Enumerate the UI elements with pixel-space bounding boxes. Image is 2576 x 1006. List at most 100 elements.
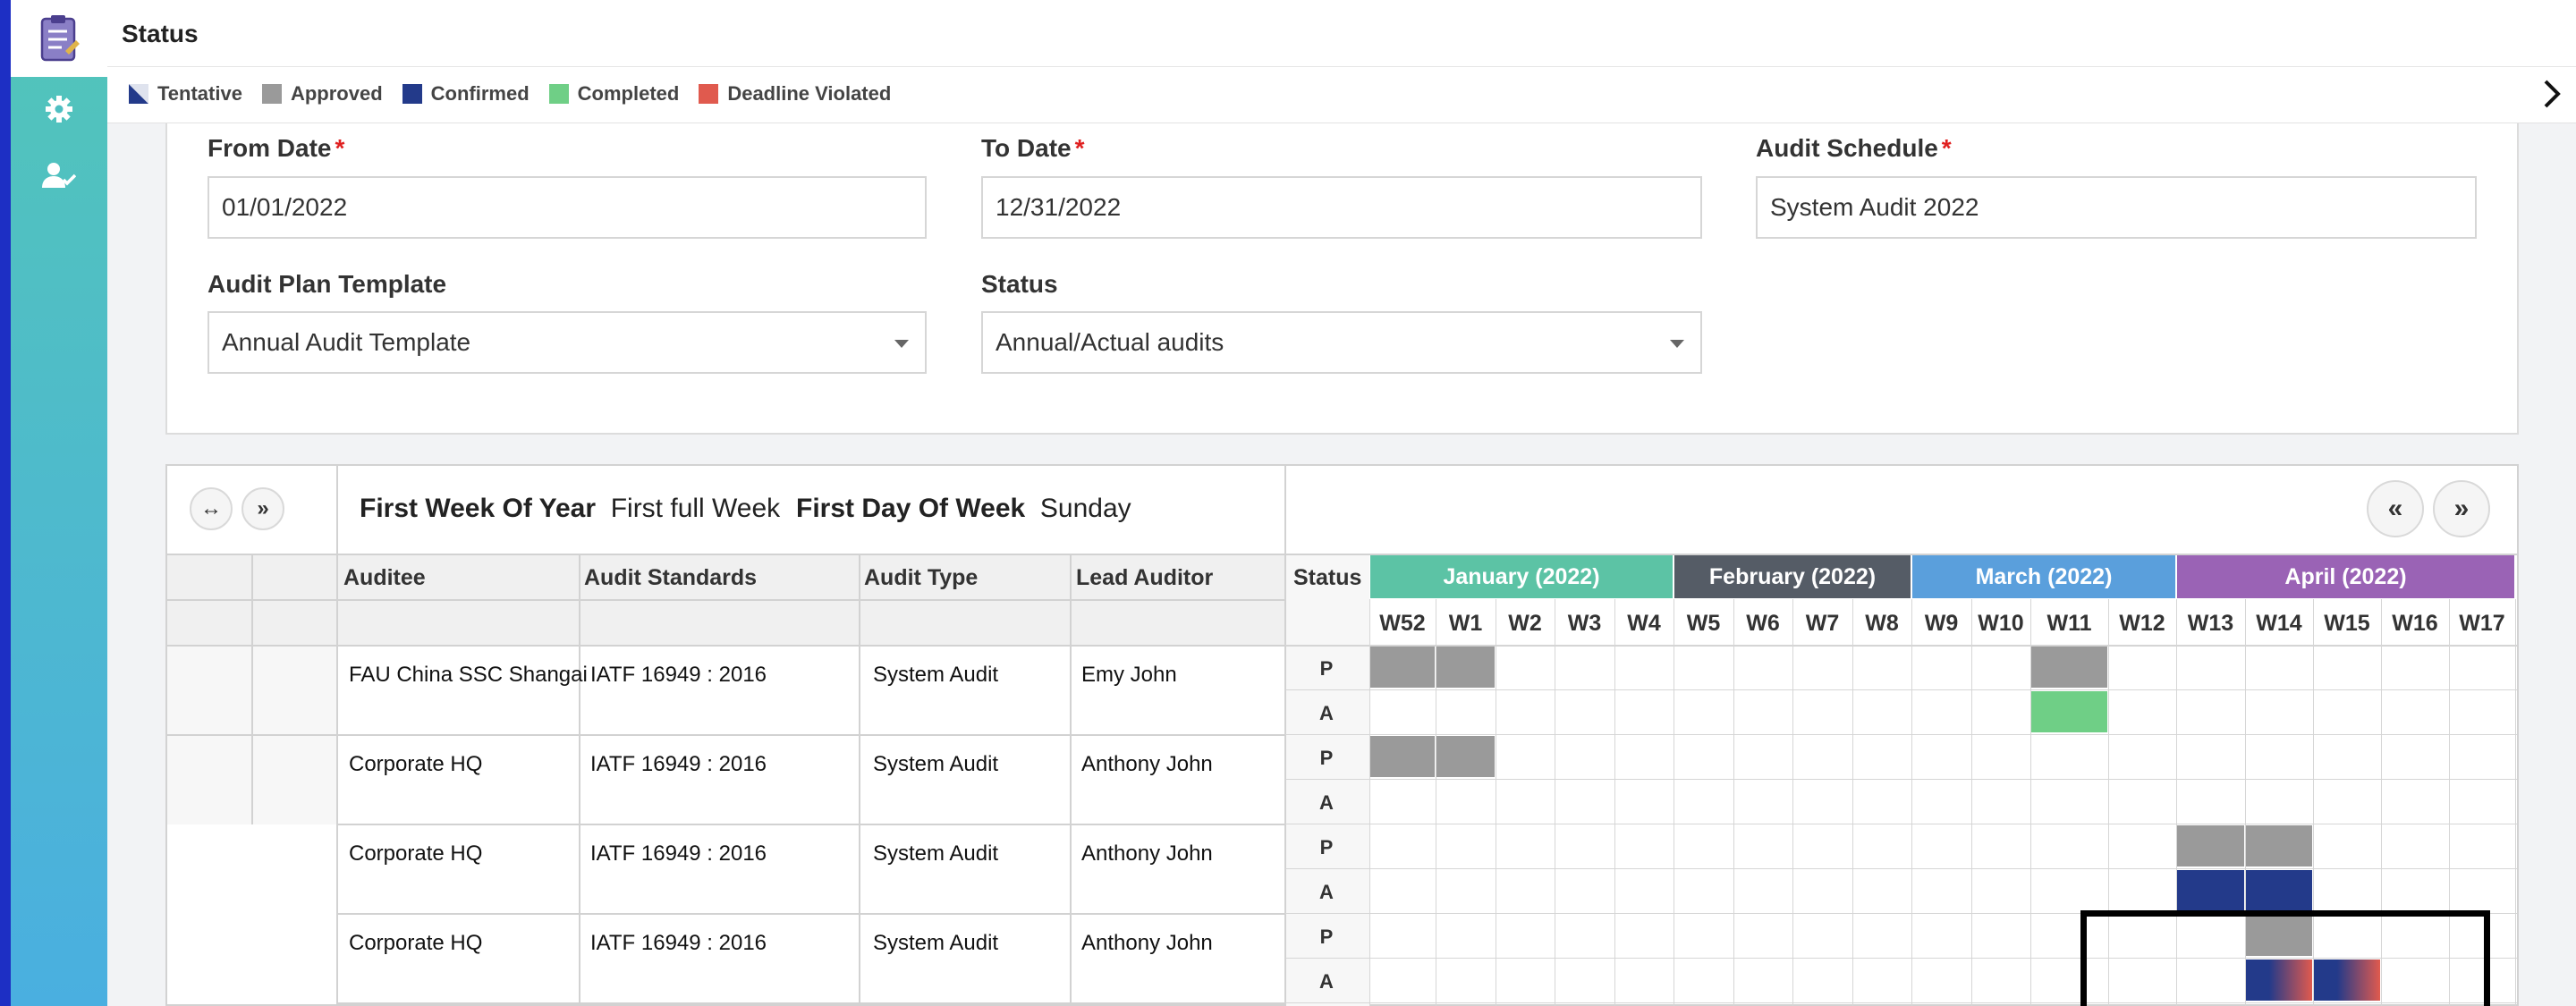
week-header: W10 bbox=[1978, 610, 2024, 636]
grid-line bbox=[337, 1002, 1285, 1004]
plan-row-label: P bbox=[1319, 657, 1334, 680]
column-header-audit-standards[interactable]: Audit Standards bbox=[584, 565, 758, 590]
column-header-status[interactable]: Status bbox=[1293, 565, 1362, 590]
column-header-auditee[interactable]: Auditee bbox=[343, 565, 426, 590]
grid-line bbox=[1284, 466, 1286, 1006]
from-date-input[interactable]: 01/01/2022 bbox=[208, 176, 927, 239]
audit-type-cell: System Audit bbox=[873, 752, 999, 776]
week-header: W11 bbox=[2046, 610, 2092, 636]
lead-auditor-cell: Emy John bbox=[1081, 663, 1177, 687]
to-date-label: To Date * bbox=[981, 134, 1085, 162]
collapse-columns-button[interactable]: » bbox=[242, 487, 284, 530]
user-check-icon[interactable] bbox=[11, 161, 107, 190]
audit-plan-template-select[interactable]: Annual Audit Template bbox=[208, 311, 927, 374]
audit-bar-approved bbox=[1436, 736, 1495, 777]
first-week-info: First Week Of Year First full Week bbox=[360, 494, 780, 524]
month-header[interactable]: March (2022) bbox=[1912, 555, 2175, 598]
audit-standard-cell: IATF 16949 : 2016 bbox=[590, 841, 767, 866]
audit-standard-cell: IATF 16949 : 2016 bbox=[590, 752, 767, 776]
first-day-info: First Day Of Week Sunday bbox=[796, 494, 1131, 524]
auditee-cell: Corporate HQ bbox=[349, 752, 483, 776]
grid-line bbox=[1614, 599, 1615, 1006]
grid-line bbox=[1852, 599, 1853, 1006]
audit-bar-approved bbox=[2177, 825, 2244, 867]
auditee-cell: Corporate HQ bbox=[349, 931, 483, 955]
sidebar bbox=[11, 0, 107, 1006]
column-header-audit-type[interactable]: Audit Type bbox=[864, 565, 979, 590]
month-header[interactable]: February (2022) bbox=[1674, 555, 1911, 598]
grid-line bbox=[251, 554, 253, 824]
actual-row-label: A bbox=[1319, 791, 1334, 814]
grid-line bbox=[2313, 599, 2314, 1006]
grid-line bbox=[2030, 599, 2031, 1006]
audit-standard-cell: IATF 16949 : 2016 bbox=[590, 663, 767, 687]
grid-line bbox=[336, 554, 338, 1006]
next-period-button[interactable]: » bbox=[2433, 480, 2490, 537]
week-header: W4 bbox=[1627, 610, 1661, 636]
plan-row-label: P bbox=[1319, 836, 1334, 858]
week-header: W6 bbox=[1746, 610, 1780, 636]
audit-plan-template-value: Annual Audit Template bbox=[222, 328, 471, 356]
column-header-lead-auditor[interactable]: Lead Auditor bbox=[1076, 565, 1214, 590]
audit-plan-template-label: Audit Plan Template bbox=[208, 270, 447, 298]
grid-line bbox=[2381, 599, 2382, 1006]
first-day-value: Sunday bbox=[1039, 494, 1131, 523]
to-date-input[interactable]: 12/31/2022 bbox=[981, 176, 1702, 239]
lead-auditor-cell: Anthony John bbox=[1081, 752, 1213, 776]
grid-line bbox=[167, 645, 2517, 647]
dropdown-arrow-icon bbox=[894, 340, 909, 348]
month-header[interactable]: April (2022) bbox=[2177, 555, 2514, 598]
legend-completed: Completed bbox=[548, 82, 680, 106]
status-filter-select[interactable]: Annual/Actual audits bbox=[981, 311, 1702, 374]
first-week-label: First Week Of Year bbox=[360, 494, 597, 523]
completed-swatch bbox=[548, 84, 569, 104]
app-logo[interactable] bbox=[11, 0, 107, 77]
auditee-cell: Corporate HQ bbox=[349, 841, 483, 866]
dropdown-arrow-icon bbox=[1670, 340, 1684, 348]
audit-type-cell: System Audit bbox=[873, 663, 999, 687]
week-header: W52 bbox=[1379, 610, 1426, 636]
actual-row-label: A bbox=[1319, 702, 1334, 724]
plan-row-label: P bbox=[1319, 926, 1334, 948]
week-header: W9 bbox=[1924, 610, 1959, 636]
week-header: W15 bbox=[2324, 610, 2370, 636]
toolbar-divider bbox=[336, 466, 338, 555]
grid-line bbox=[1285, 645, 2517, 646]
week-header: W8 bbox=[1865, 610, 1899, 636]
actual-row-label: A bbox=[1319, 970, 1334, 993]
legend-approved: Approved bbox=[261, 82, 383, 106]
legend-label: Deadline Violated bbox=[727, 82, 892, 105]
status-column-band bbox=[1285, 554, 1369, 1006]
status-title: Status bbox=[122, 20, 199, 47]
legend-label: Completed bbox=[577, 82, 680, 105]
status-filter-value: Annual/Actual audits bbox=[996, 328, 1224, 356]
status-divider bbox=[107, 66, 2576, 67]
settings-gear-icon[interactable] bbox=[11, 95, 107, 123]
week-header: W14 bbox=[2256, 610, 2302, 636]
audit-schedule-input[interactable]: System Audit 2022 bbox=[1756, 176, 2477, 239]
chevron-right-icon[interactable] bbox=[2542, 79, 2562, 114]
lead-auditor-cell: Anthony John bbox=[1081, 931, 1213, 955]
expand-columns-button[interactable]: ↔ bbox=[190, 487, 233, 530]
grid-line bbox=[167, 599, 1285, 601]
audit-clipboard-icon bbox=[40, 15, 80, 62]
deadline-violated-swatch bbox=[699, 84, 719, 104]
from-date-label: From Date * bbox=[208, 134, 345, 162]
status-legend: Tentative Approved Confirmed Completed D… bbox=[129, 82, 911, 106]
audit-bar-approved bbox=[2031, 647, 2107, 688]
legend-label: Confirmed bbox=[430, 82, 530, 105]
audit-bar-deadline-violated bbox=[2246, 960, 2312, 1001]
grid-line bbox=[1285, 1002, 2517, 1003]
week-header: W1 bbox=[1448, 610, 1483, 636]
grid-line bbox=[2515, 599, 2516, 1006]
audit-bar-approved bbox=[2246, 825, 2312, 867]
month-header[interactable]: January (2022) bbox=[1370, 555, 1673, 598]
previous-period-button[interactable]: « bbox=[2367, 480, 2424, 537]
week-header: W3 bbox=[1567, 610, 1602, 636]
status-filter-label: Status bbox=[981, 270, 1058, 298]
legend-confirmed: Confirmed bbox=[402, 82, 530, 106]
first-week-value: First full Week bbox=[610, 494, 781, 523]
grid-line bbox=[167, 734, 1285, 736]
audit-type-cell: System Audit bbox=[873, 931, 999, 955]
audit-bar-approved bbox=[2246, 915, 2312, 956]
